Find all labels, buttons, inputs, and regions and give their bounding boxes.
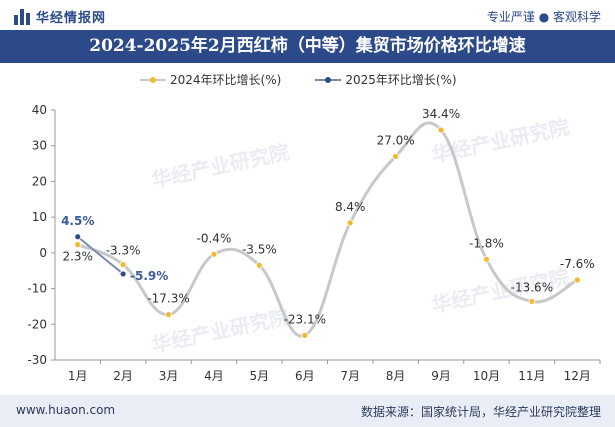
x-tick-label: 1月 [68, 369, 88, 383]
data-label: 27.0% [377, 133, 415, 147]
legend-item-2024: 2024年环比增长(%) [140, 71, 281, 88]
series-line-1 [77, 236, 124, 275]
y-tick-label: -20 [27, 317, 47, 331]
data-label: 4.5% [61, 214, 94, 228]
x-tick-label: 9月 [431, 369, 451, 383]
tagline: 专业严谨 ● 客观科学 [486, 10, 601, 24]
data-label: -3.5% [242, 242, 277, 256]
data-point [74, 241, 82, 249]
y-tick-label: 20 [32, 174, 47, 188]
footer-source: 数据来源：国家统计局，华经产业研究院整理 [360, 405, 601, 419]
brand-logo-icon [14, 8, 30, 25]
data-label: -5.9% [130, 269, 168, 283]
data-label: 8.4% [335, 200, 366, 214]
x-tick-label: 5月 [250, 369, 270, 383]
chart-title: 2024-2025年2月西红柿（中等）集贸市场价格环比增速 [0, 30, 615, 63]
data-point [346, 219, 354, 227]
legend-item-2025: 2025年环比增长(%) [315, 71, 457, 88]
y-tick-label: -10 [27, 282, 47, 296]
data-point [255, 261, 263, 269]
x-tick-label: 7月 [340, 369, 360, 383]
x-tick-label: 12月 [564, 369, 591, 383]
data-point [119, 261, 127, 269]
x-tick-label: 3月 [159, 369, 179, 383]
chart-legend: 2024年环比增长(%) 2025年环比增长(%) [140, 71, 491, 88]
legend-swatch-2025 [315, 76, 342, 83]
footer: www.huaon.com 数据来源：国家统计局，华经产业研究院整理 [0, 395, 615, 427]
legend-label-2025: 2025年环比增长(%) [345, 73, 457, 87]
data-point [528, 298, 536, 305]
brand: 华经情报网 [14, 7, 106, 26]
data-point [483, 255, 490, 263]
data-label: -0.4% [197, 231, 232, 245]
line-chart: -30 -20 -10 0 10 20 30 40 1月 2月 3月 4月 5月 6月 7月 8月 9月 10月 1… [27, 103, 601, 383]
x-tick-label: 4月 [204, 369, 224, 383]
data-point [74, 233, 82, 241]
data-label: -17.3% [147, 292, 189, 306]
brand-name: 华经情报网 [36, 11, 107, 26]
legend-swatch-2024 [140, 76, 166, 83]
data-label: -13.6% [511, 280, 553, 294]
top-bar: 华经情报网 专业严谨 ● 客观科学 [0, 0, 615, 30]
data-label: 34.4% [422, 107, 460, 121]
x-tick-label: 2月 [113, 369, 133, 383]
y-tick-label: 30 [32, 139, 47, 153]
x-tick-label: 8月 [386, 369, 406, 383]
data-point [392, 153, 400, 160]
data-label: -23.1% [284, 312, 326, 326]
data-label: 2.3% [62, 250, 93, 264]
footer-url: www.huaon.com [16, 403, 116, 417]
data-label: -1.8% [469, 236, 504, 250]
data-point [119, 270, 127, 278]
data-point [301, 331, 309, 339]
y-tick-label: 10 [32, 210, 47, 224]
x-tick-label: 10月 [473, 369, 500, 383]
data-label: -3.3% [106, 244, 141, 258]
y-tick-label: 40 [32, 103, 47, 117]
y-tick-label: 0 [39, 246, 47, 260]
data-point [437, 126, 445, 134]
data-point [573, 276, 581, 284]
data-point [210, 250, 218, 258]
x-tick-label: 6月 [295, 369, 315, 383]
data-point [165, 311, 172, 319]
y-tick-label: -30 [27, 353, 47, 367]
data-label: -7.6% [560, 257, 595, 271]
x-tick-label: 11月 [518, 369, 545, 383]
legend-label-2024: 2024年环比增长(%) [170, 73, 282, 87]
